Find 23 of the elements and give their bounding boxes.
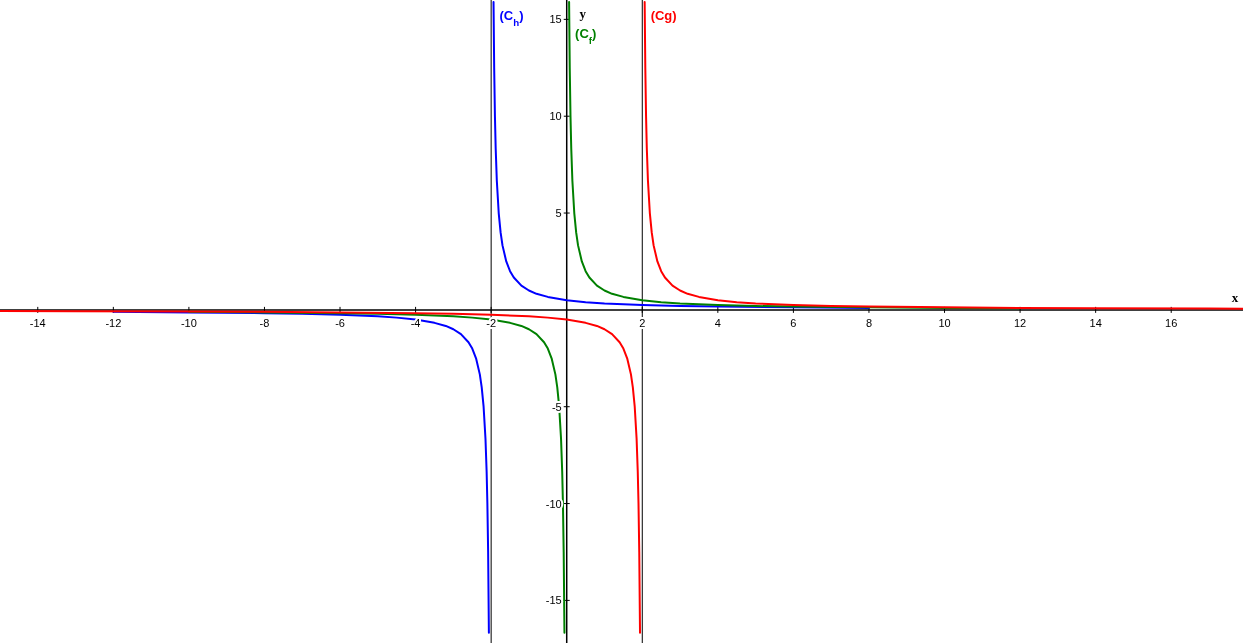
series-label: (C$_{h}$) bbox=[499, 7, 524, 28]
series-label: (Cg) bbox=[650, 7, 677, 23]
x-tick-label: -8 bbox=[259, 316, 270, 329]
x-tick-label: -14 bbox=[29, 316, 46, 329]
y-tick-label: 5 bbox=[555, 207, 562, 220]
y-axis-title: y bbox=[579, 6, 587, 21]
x-tick-label: 10 bbox=[938, 316, 951, 329]
y-tick-label: 10 bbox=[549, 110, 562, 123]
x-axis-title: x bbox=[1231, 289, 1239, 305]
y-tick-label: 15 bbox=[549, 13, 562, 26]
y-tick-label: -15 bbox=[545, 594, 562, 607]
x-tick-label: -10 bbox=[180, 316, 197, 329]
x-tick-label: 4 bbox=[714, 316, 721, 329]
x-tick-label: 8 bbox=[865, 316, 873, 329]
x-tick-label: -4 bbox=[410, 316, 421, 329]
x-tick-label: -6 bbox=[335, 316, 345, 329]
y-tick-label: -10 bbox=[545, 497, 562, 510]
series-label: (C$_{f}$) bbox=[575, 25, 597, 46]
x-tick-label: 6 bbox=[790, 316, 797, 329]
x-tick-label: 14 bbox=[1089, 316, 1102, 329]
x-tick-label: 16 bbox=[1165, 316, 1178, 329]
x-tick-label: -12 bbox=[105, 316, 122, 329]
x-tick-label: 12 bbox=[1013, 316, 1027, 329]
